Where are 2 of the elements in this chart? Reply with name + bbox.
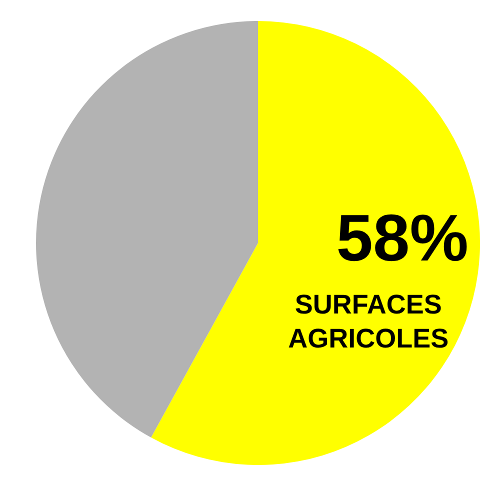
data-label: 58%	[336, 200, 468, 274]
slice-label: SURFACES AGRICOLES	[288, 289, 449, 354]
